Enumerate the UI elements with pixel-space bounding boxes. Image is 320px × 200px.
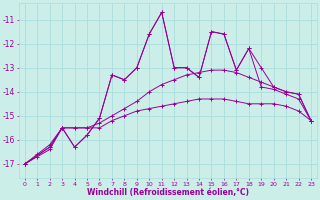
X-axis label: Windchill (Refroidissement éolien,°C): Windchill (Refroidissement éolien,°C)	[87, 188, 249, 197]
